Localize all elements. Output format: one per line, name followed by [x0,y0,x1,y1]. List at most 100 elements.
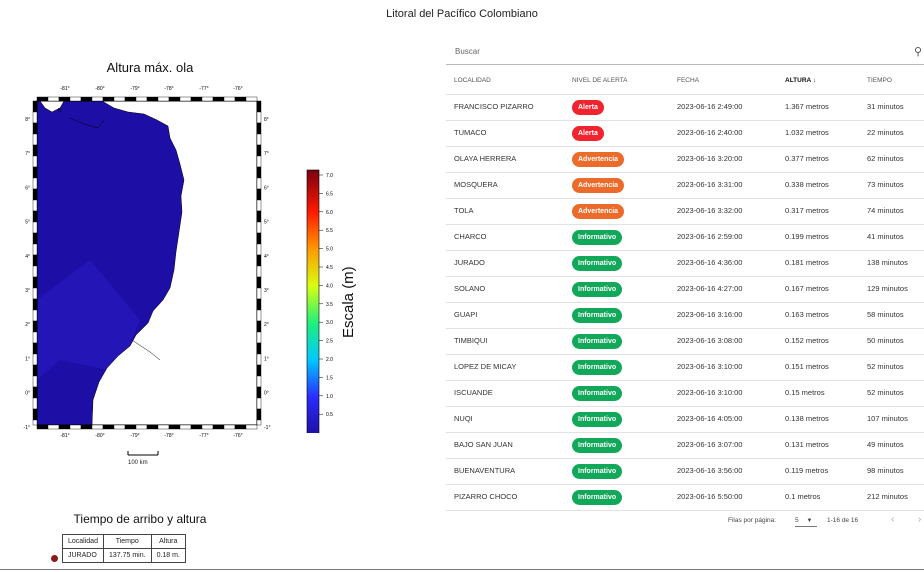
colorbar-tick-label: 7.0 [326,173,333,179]
arrival-cell: 137.75 min. [102,548,152,563]
header-nivel[interactable]: NIVEL DE ALERTA [572,77,628,84]
lat-tick-label: -1° [264,425,270,431]
arrival-header: Localidad [62,534,104,549]
table-row[interactable]: PIZARRO CHOCO Informativo 2023-06-16 5:50:… [446,484,924,511]
table-row[interactable]: CHARCO Informativo 2023-06-16 2:59:00 0.199… [446,224,924,251]
chevron-left-icon[interactable]: ‹ [891,514,895,525]
search-input[interactable]: Buscar ⚲ [446,42,924,65]
colorbar-tick-label: 4.5 [326,265,333,271]
cell-nivel: Informativo [572,458,623,484]
lat-ticks-right: 8° 7° 6° 5° 4° 3° 2° 1° 0° -1° [264,117,270,431]
table-row[interactable]: BUENAVENTURA Informativo 2023-06-16 3:56:0… [446,458,924,485]
cell-nivel: Informativo [572,328,623,354]
page-title: Litoral del Pacífico Colombiano [386,8,538,20]
rows-per-page-label: Filas por página: [728,517,777,524]
cell-fecha: 2023-06-16 3:20:00 [677,154,743,163]
lat-tick-label: 6° [25,185,30,191]
cell-altura: 0.1 metros [785,492,821,501]
cell-tiempo: 52 minutos [867,388,904,397]
map-title: Altura máx. ola [106,60,194,75]
lat-tick-label: 1° [25,356,30,362]
lat-ticks-left: 8° 7° 6° 5° 4° 3° 2° 1° 0° -1° [24,117,30,431]
cell-nivel: Alerta [572,120,604,146]
lon-tick-label: -80° [95,433,104,439]
colorbar-tick-label: 6.5 [326,191,333,197]
cell-localidad: TOLA [454,206,474,215]
arrival-table: Localidad Tiempo Altura JURADO 137.75 mi… [62,534,186,563]
cell-localidad: TIMBIQUI [454,336,488,345]
alert-level-badge: Informativo [572,229,623,245]
search-icon[interactable]: ⚲ [913,46,922,58]
table-row[interactable]: JURADO Informativo 2023-06-16 4:36:00 0.181… [446,250,924,277]
table-row[interactable]: FRANCISCO PIZARRO Alerta 2023-06-16 2:49:0… [446,94,924,121]
alert-level-badge: Informativo [572,489,623,505]
lat-tick-label: 2° [25,322,30,328]
table-row[interactable]: ISCUANDE Informativo 2023-06-16 3:10:00 0.1… [446,380,924,407]
table-row[interactable]: LOPEZ DE MICAY Informativo 2023-06-16 3:10… [446,354,924,381]
cell-altura: 0.317 metros [785,206,829,215]
lon-tick-label: -78° [164,86,173,92]
lat-tick-label: 3° [25,288,30,294]
cell-altura: 0.152 metros [785,336,829,345]
cell-fecha: 2023-06-16 2:49:00 [677,102,743,111]
cell-localidad: JURADO [454,258,485,267]
header-fecha[interactable]: FECHA [677,77,700,84]
alert-level-badge: Informativo [572,463,623,479]
cell-altura: 0.199 metros [785,232,829,241]
colorbar-gradient [306,169,320,433]
table-row[interactable]: TIMBIQUI Informativo 2023-06-16 3:08:00 0.1… [446,328,924,355]
header-localidad[interactable]: LOCALIDAD [454,77,491,84]
alert-level-badge: Advertencia [572,203,625,219]
cell-fecha: 2023-06-16 3:32:00 [677,206,743,215]
table-row[interactable]: TOLA Advertencia 2023-06-16 3:32:00 0.317 m… [446,198,924,225]
colorbar-tick-label: 3.5 [326,302,333,308]
border-line [131,339,161,361]
colorbar-tick-label: 5.0 [326,247,333,253]
arrival-cell: 0.18 m. [150,548,186,563]
lat-tick-label: 5° [264,220,269,226]
cell-localidad: ISCUANDE [454,388,493,397]
lat-tick-label: 7° [264,151,269,157]
table-row[interactable]: OLAYA HERRERA Advertencia 2023-06-16 3:20:… [446,146,924,173]
cell-localidad: CHARCO [454,232,487,241]
table-row[interactable]: SOLANO Informativo 2023-06-16 4:27:00 0.167… [446,276,924,303]
arrow-down-icon: ↓ [812,77,817,84]
table-row[interactable]: MOSQUERA Advertencia 2023-06-16 3:31:00 0.3… [446,172,924,199]
colorbar-tick-label: 1.5 [326,375,333,381]
lon-tick-label: -76° [233,433,242,439]
cell-nivel: Informativo [572,380,623,406]
coast-detail [69,117,105,129]
alert-level-badge: Informativo [572,333,623,349]
cell-fecha: 2023-06-16 3:07:00 [677,440,743,449]
header-tiempo[interactable]: TIEMPO [867,77,892,84]
wave-height-map: -81° -80° -79° -78° -77° -76° -81° -80° -79° -78… [24,86,270,456]
cell-nivel: Alerta [572,94,604,120]
lat-tick-label: 0° [264,391,269,397]
cell-nivel: Informativo [572,302,623,328]
cell-tiempo: 50 minutos [867,336,904,345]
lat-tick-label: 4° [25,254,30,260]
table-row[interactable]: BAJO SAN JUAN Informativo 2023-06-16 3:07:… [446,432,924,459]
cell-tiempo: 212 minutos [867,492,908,501]
lon-tick-label: -76° [233,86,242,92]
arrival-title: Tiempo de arribo y altura [73,512,207,526]
alert-level-badge: Alerta [572,99,604,115]
colorbar-tick-label: 3.0 [326,320,333,326]
lon-tick-label: -77° [199,86,208,92]
cell-tiempo: 52 minutos [867,362,904,371]
cell-fecha: 2023-06-16 3:10:00 [677,362,743,371]
rows-per-page-select[interactable]: 5 ▼ [795,517,817,527]
chevron-right-icon[interactable]: › [918,514,922,525]
table-row[interactable]: TUMACO Alerta 2023-06-16 2:40:00 1.032 metr… [446,120,924,147]
table-row[interactable]: GUAPI Informativo 2023-06-16 3:16:00 0.163 … [446,302,924,329]
cell-nivel: Advertencia [572,198,625,224]
colorbar-tick-label: 0.5 [326,412,333,418]
cell-nivel: Informativo [572,224,623,250]
cell-tiempo: 107 minutos [867,414,908,423]
cell-localidad: MOSQUERA [454,180,498,189]
header-altura[interactable]: ALTURA ↓ [785,68,816,94]
table-row[interactable]: NUQI Informativo 2023-06-16 4:05:00 0.138 m… [446,406,924,433]
cell-localidad: TUMACO [454,128,487,137]
cell-altura: 1.032 metros [785,128,829,137]
cell-tiempo: 58 minutos [867,310,904,319]
